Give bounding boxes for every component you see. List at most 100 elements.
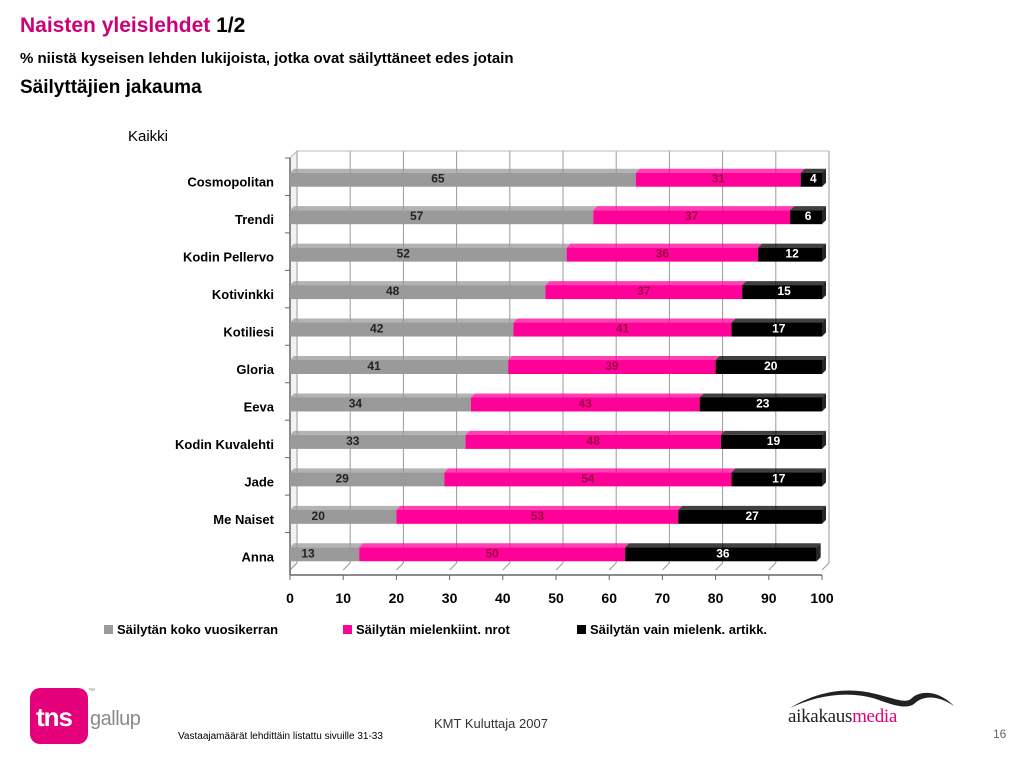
- legend-swatch: [577, 625, 586, 634]
- bar-segment: [290, 472, 445, 487]
- category-label: Kotiliesi: [223, 325, 274, 340]
- bar-value-label: 19: [767, 434, 781, 448]
- tns-gallup-logo: tns ™ gallup: [30, 688, 141, 748]
- bar-segment-top: [396, 505, 683, 510]
- bar-segment-side: [822, 281, 826, 300]
- bar-segment: [290, 547, 360, 562]
- x-tick-label: 90: [761, 590, 777, 606]
- x-tick-label: 80: [708, 590, 724, 606]
- category-label: Cosmopolitan: [187, 175, 274, 190]
- bar-segment-top: [699, 393, 826, 398]
- bar-value-label: 48: [386, 284, 400, 298]
- bar-value-label: 15: [777, 284, 791, 298]
- bar-value-label: 36: [656, 247, 670, 261]
- bar-value-label: 4: [810, 172, 817, 186]
- legend-label: Säilytän vain mielenk. artikk.: [590, 622, 767, 637]
- aikakausmedia-swoosh-icon: [790, 690, 954, 708]
- bar-value-label: 37: [637, 284, 651, 298]
- bar-value-label: 12: [785, 247, 799, 261]
- bar-segment-side: [822, 168, 826, 187]
- bar-segment-top: [790, 206, 826, 211]
- category-label: Trendi: [235, 212, 274, 227]
- tns-logo-tm: ™: [88, 688, 95, 695]
- gridline-floor: [502, 562, 511, 571]
- bar-segment-top: [635, 168, 805, 173]
- legend-swatch: [104, 625, 113, 634]
- bar-segment-top: [758, 243, 826, 248]
- aikakausmedia-logo-part1: aikakaus: [788, 706, 853, 727]
- bar-value-label: 23: [756, 396, 770, 410]
- bar-segment: [290, 210, 594, 225]
- bar-segment-top: [290, 468, 449, 473]
- bar-segment-side: [822, 318, 826, 337]
- x-tick-label: 70: [655, 590, 671, 606]
- gridline-floor: [768, 562, 777, 571]
- bar-segment: [444, 472, 732, 487]
- bar-value-label: 54: [581, 471, 595, 485]
- bar-segment-top: [290, 243, 571, 248]
- gridline-floor: [555, 562, 564, 571]
- bar-segment: [758, 247, 822, 262]
- bar-value-label: 48: [587, 434, 601, 448]
- bar-segment: [290, 434, 466, 449]
- bar-segment: [593, 210, 791, 225]
- gridline-floor: [821, 562, 830, 571]
- bar-segment: [566, 247, 759, 262]
- category-label: Kotivinkki: [212, 287, 274, 302]
- bar-segment: [678, 509, 822, 524]
- bar-segment-top: [470, 393, 704, 398]
- bar-segment-top: [545, 281, 747, 286]
- bar-segment-side: [822, 356, 826, 374]
- bar-segment-top: [290, 430, 470, 435]
- bar-segment: [465, 434, 721, 449]
- bar-segment-top: [678, 505, 826, 510]
- bar-segment: [470, 397, 700, 412]
- bar-value-label: 42: [370, 322, 384, 336]
- bar-value-label: 39: [605, 359, 619, 373]
- x-tick-label: 20: [389, 590, 405, 606]
- page-subtitle: % niistä kyseisen lehden lukijoista, jot…: [20, 50, 514, 67]
- bar-segment-top: [290, 281, 550, 286]
- x-tick-label: 0: [286, 590, 294, 606]
- bar-segment-top: [742, 281, 826, 286]
- bar-segment-top: [566, 243, 763, 248]
- page-number: 16: [993, 727, 1007, 741]
- bar-segment-top: [513, 318, 736, 323]
- tns-logo-box: [30, 688, 88, 744]
- gridline-floor: [342, 562, 351, 571]
- bar-segment: [699, 397, 822, 412]
- gridline-floor: [449, 562, 457, 571]
- bar-segment: [290, 360, 509, 374]
- bar-segment-side: [822, 243, 826, 262]
- bar-segment-top: [290, 168, 640, 173]
- bar-segment: [731, 322, 822, 337]
- bar-segment: [290, 285, 546, 300]
- bar-segment-top: [290, 356, 513, 360]
- bar-segment: [396, 509, 679, 524]
- bar-value-label: 20: [764, 359, 778, 373]
- bar-value-label: 50: [485, 546, 499, 560]
- gallup-logo-text: gallup: [90, 708, 141, 730]
- bar-segment-top: [625, 543, 821, 548]
- bar-segment: [290, 247, 567, 262]
- bar-segment-side: [822, 430, 826, 449]
- bar-value-label: 20: [312, 509, 326, 523]
- chart-title: Kaikki: [128, 128, 168, 145]
- bar-value-label: 13: [301, 546, 315, 560]
- bar-segment-side: [816, 543, 821, 562]
- bar-value-label: 53: [531, 509, 545, 523]
- category-label: Gloria: [236, 362, 274, 377]
- bar-segment-top: [290, 505, 401, 510]
- bar-value-label: 57: [410, 209, 424, 223]
- page-subtitle-2: Säilyttäjien jakauma: [20, 77, 202, 98]
- bar-segment: [731, 472, 822, 487]
- gridline-floor: [715, 562, 723, 571]
- bar-segment: [290, 172, 636, 187]
- aikakausmedia-logo: aikakausmedia: [786, 684, 966, 728]
- gridline-floor: [608, 562, 617, 571]
- bar-segment-top: [800, 168, 826, 173]
- bar-value-label: 65: [431, 172, 445, 186]
- bar-segment-side: [822, 468, 826, 487]
- bar-segment-side: [822, 206, 826, 225]
